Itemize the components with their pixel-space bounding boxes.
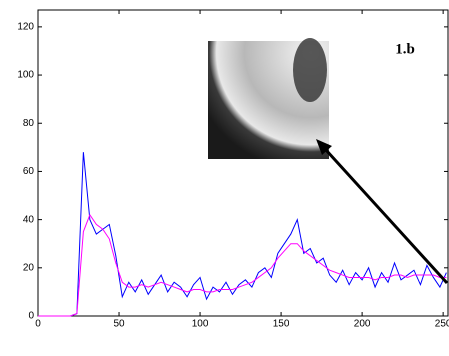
arrow-shaft [324,148,449,285]
x-tick-label: 150 [273,319,290,330]
series-line [38,152,447,317]
x-tick-label: 200 [354,319,371,330]
y-tick-label: 80 [23,118,35,129]
y-tick-label: 60 [23,166,35,177]
inset-dark-region [293,38,327,102]
y-tick-label: 0 [28,311,34,322]
arrow-head [316,139,332,155]
x-tick-label: 50 [113,319,125,330]
x-tick-label: 0 [35,319,41,330]
inset-image [208,38,329,159]
x-tick-label: 250 [435,319,449,330]
y-tick-label: 40 [23,214,35,225]
plot-frame [37,9,449,317]
y-tick-label: 100 [17,70,34,81]
y-tick-label: 120 [17,22,34,33]
y-tick-label: 20 [23,262,35,273]
annotation: 1.b [395,41,415,57]
x-tick-label: 100 [192,319,209,330]
series-line [38,213,447,317]
